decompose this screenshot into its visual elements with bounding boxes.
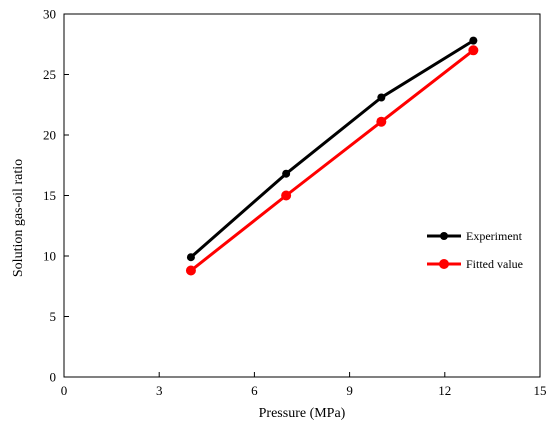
data-point: [468, 45, 479, 56]
y-tick-label: 5: [50, 309, 57, 324]
x-tick-label: 6: [251, 383, 258, 398]
legend: Experiment Fitted value: [427, 229, 523, 271]
x-tick-label: 9: [346, 383, 353, 398]
data-point: [186, 253, 195, 262]
legend-swatch-marker: [440, 232, 448, 240]
series-line-1: [189, 39, 475, 259]
series-line-2: [190, 49, 475, 272]
data-point: [281, 190, 292, 201]
x-axis-title: Pressure (MPa): [259, 406, 346, 421]
data-point: [282, 169, 291, 178]
legend-swatch-marker: [439, 259, 449, 269]
y-tick-label: 0: [50, 370, 57, 385]
x-tick-label: 15: [534, 383, 547, 398]
x-axis-ticks: 0 3 6 9 12 15: [61, 372, 547, 398]
series-layer: [185, 36, 479, 276]
y-tick-label: 30: [43, 7, 56, 22]
y-tick-label: 25: [43, 67, 56, 82]
y-axis-ticks: 0 5 10 15 20 25 30: [43, 7, 69, 385]
y-tick-label: 10: [43, 249, 56, 264]
data-point: [469, 36, 478, 45]
data-point: [376, 116, 387, 127]
y-axis-title: Solution gas-oil ratio: [11, 159, 26, 277]
y-tick-label: 15: [43, 188, 56, 203]
plot-frame: [63, 13, 541, 378]
legend-label: Fitted value: [466, 257, 523, 271]
data-point: [185, 265, 196, 276]
x-tick-label: 0: [61, 383, 68, 398]
y-tick-label: 20: [43, 128, 56, 143]
legend-label: Experiment: [466, 229, 523, 243]
x-tick-label: 12: [438, 383, 451, 398]
x-tick-label: 3: [156, 383, 163, 398]
data-point: [377, 93, 386, 102]
